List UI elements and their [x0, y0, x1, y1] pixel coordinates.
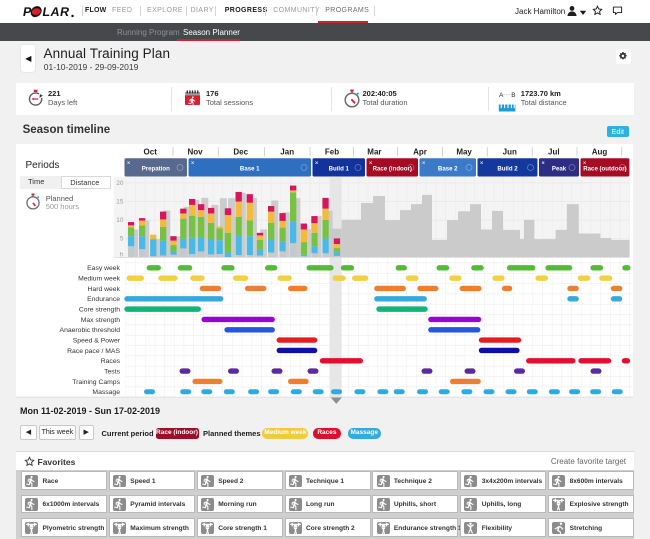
- svg-text:Race (indoor): Race (indoor): [373, 165, 412, 172]
- svg-text:Jan: Jan: [280, 147, 294, 156]
- svg-text:×: ×: [542, 160, 545, 166]
- svg-text:15: 15: [116, 198, 124, 205]
- svg-text:Race (outdoor): Race (outdoor): [583, 165, 626, 172]
- svg-text:Oct: Oct: [144, 147, 158, 156]
- svg-text:Jul: Jul: [548, 147, 560, 156]
- svg-text:Base 1: Base 1: [240, 165, 260, 172]
- svg-text:Easy week: Easy week: [87, 265, 120, 272]
- svg-text:Dec: Dec: [233, 147, 248, 156]
- svg-text:Races: Races: [101, 358, 121, 365]
- svg-text:LAR: LAR: [41, 5, 71, 19]
- svg-text:×: ×: [369, 160, 372, 166]
- svg-text:Tests: Tests: [104, 368, 120, 375]
- svg-text:h: h: [120, 251, 124, 258]
- svg-text:Feb: Feb: [325, 147, 339, 156]
- svg-text:Aug: Aug: [592, 147, 608, 156]
- svg-text:Race pace / MAS: Race pace / MAS: [67, 347, 120, 354]
- svg-text:Apr: Apr: [413, 147, 427, 156]
- svg-text:B: B: [511, 92, 515, 99]
- svg-text:Build 1: Build 1: [329, 165, 350, 172]
- svg-text:×: ×: [422, 160, 425, 166]
- svg-text:5: 5: [120, 235, 124, 242]
- svg-text:Hard week: Hard week: [88, 285, 121, 292]
- svg-text:×: ×: [191, 160, 194, 166]
- svg-text:×: ×: [315, 160, 318, 166]
- svg-text:Prepation: Prepation: [142, 165, 170, 172]
- svg-text:×: ×: [480, 160, 483, 166]
- svg-text:Training Camps: Training Camps: [72, 378, 120, 385]
- svg-text:Mar: Mar: [367, 147, 381, 156]
- svg-text:Peak: Peak: [552, 165, 567, 172]
- svg-text:Speed & Power: Speed & Power: [73, 337, 121, 344]
- svg-text:Base 2: Base 2: [438, 165, 458, 172]
- svg-text:10: 10: [116, 217, 124, 224]
- svg-text:20: 20: [116, 179, 124, 186]
- svg-text:×: ×: [583, 160, 586, 166]
- svg-text:Anaerobic threshold: Anaerobic threshold: [60, 327, 121, 334]
- svg-text:A: A: [499, 92, 504, 99]
- svg-text:P: P: [22, 5, 33, 19]
- svg-text:×: ×: [127, 160, 130, 166]
- svg-text:Jun: Jun: [503, 147, 517, 156]
- svg-text:May: May: [456, 147, 472, 156]
- svg-text:Massage: Massage: [92, 389, 120, 396]
- svg-text:Endurance: Endurance: [87, 296, 120, 303]
- svg-text:Build 2: Build 2: [497, 165, 518, 172]
- svg-text:Core strength: Core strength: [79, 306, 120, 313]
- svg-text:Nov: Nov: [187, 147, 203, 156]
- svg-text:Medium week: Medium week: [78, 275, 121, 282]
- svg-text:Max strength: Max strength: [81, 316, 121, 323]
